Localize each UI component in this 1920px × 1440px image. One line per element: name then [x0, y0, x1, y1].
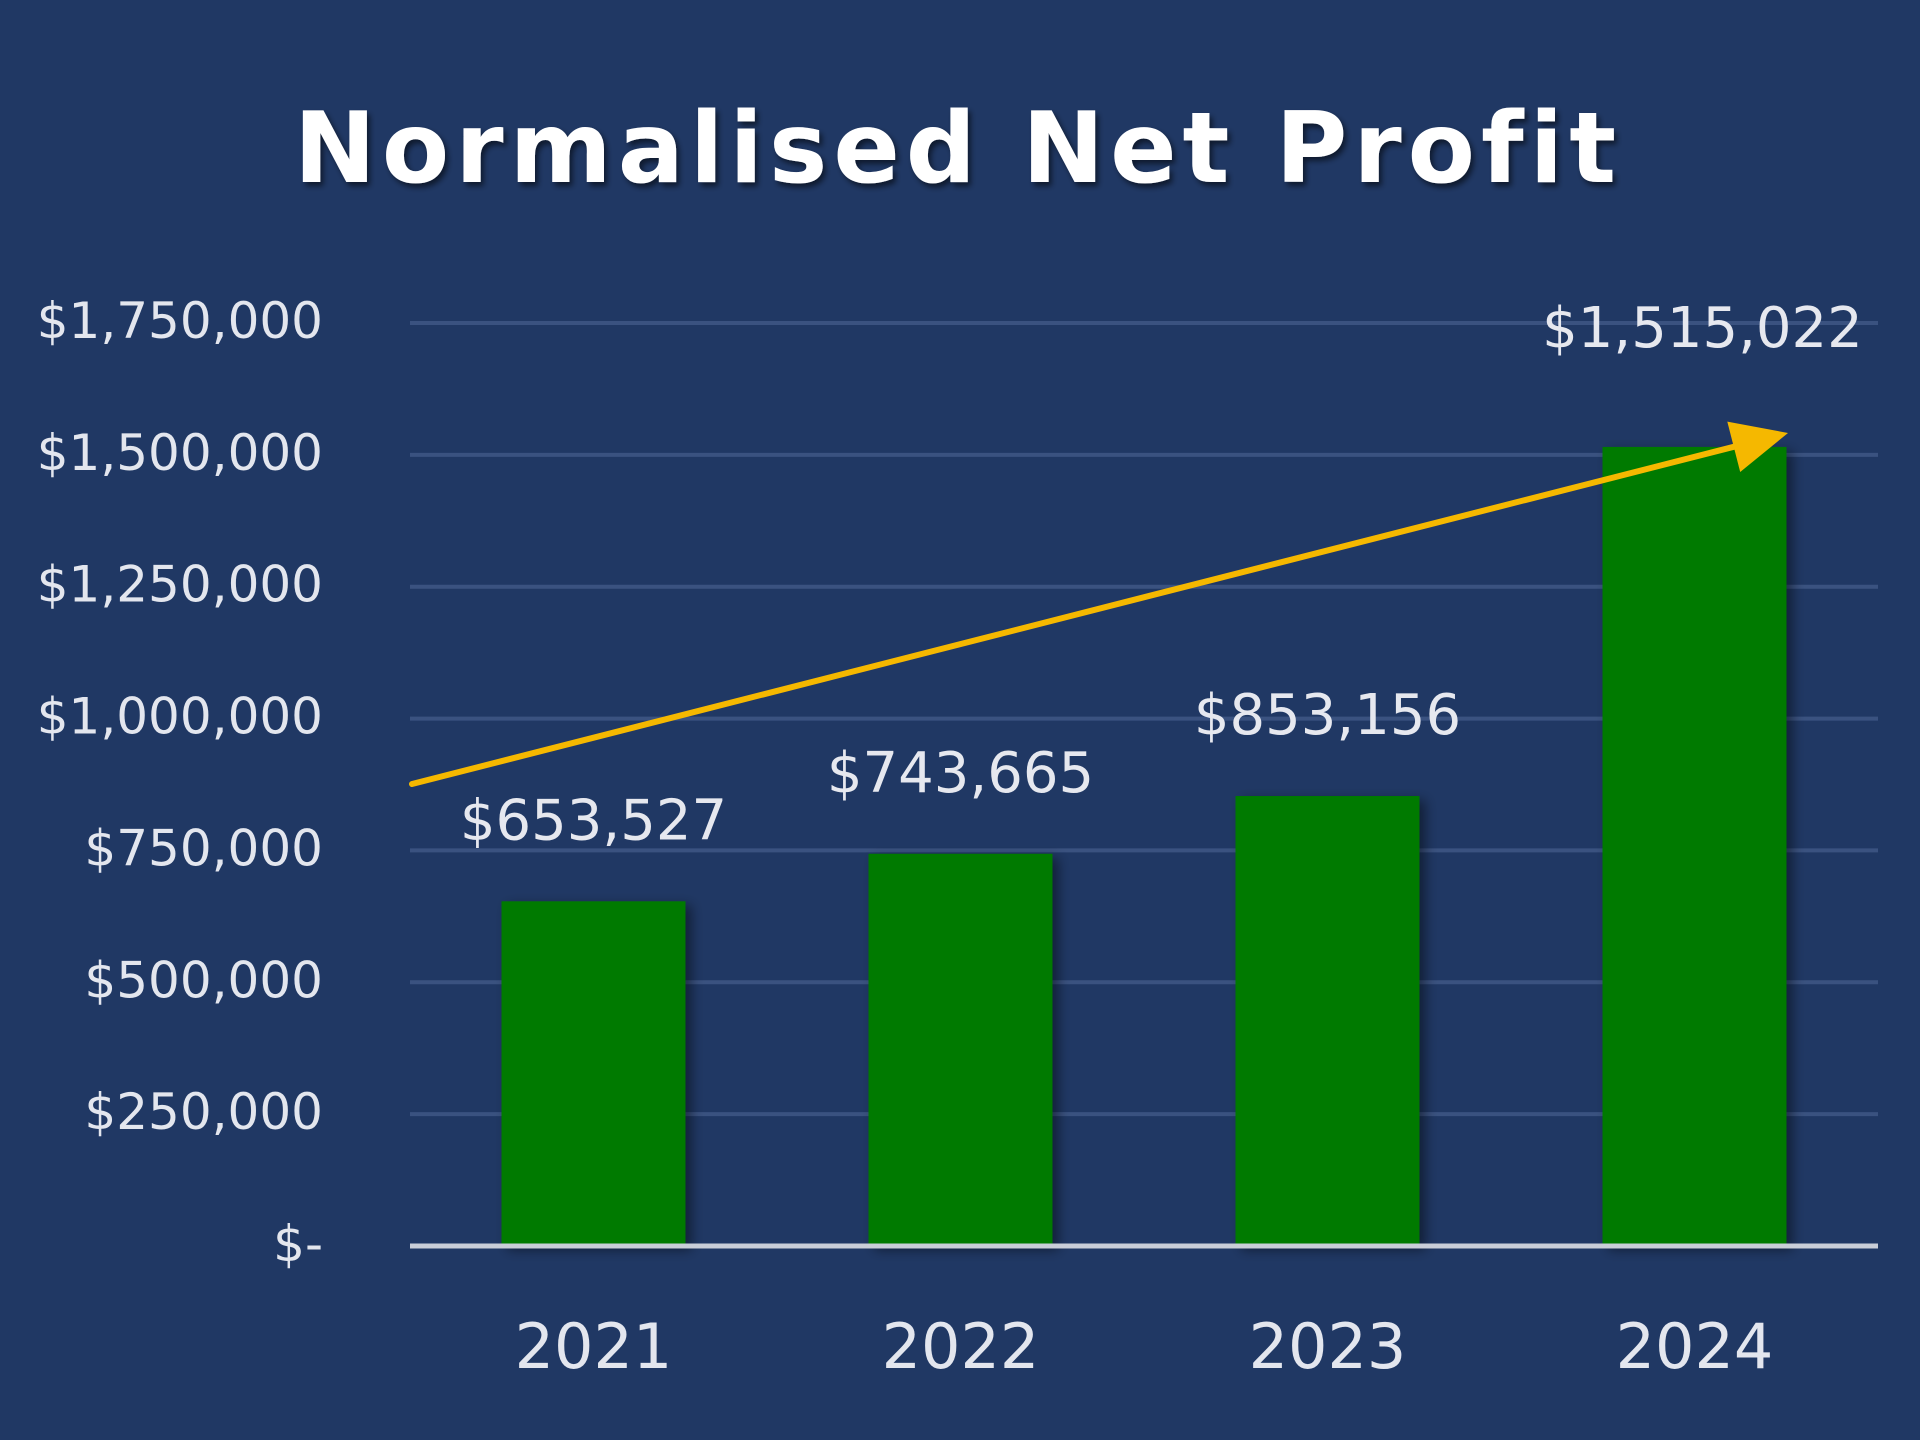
trend-arrow-line	[409, 443, 1737, 787]
x-tick-label: 2023	[1249, 1310, 1407, 1383]
bar	[868, 853, 1053, 1246]
y-tick-label: $1,000,000	[37, 688, 323, 746]
data-label: $1,515,022	[1542, 296, 1863, 361]
chart-title: Normalised Net Profit	[294, 92, 1622, 206]
x-tick-label: 2022	[882, 1310, 1040, 1383]
data-label: $853,156	[1194, 683, 1461, 748]
y-tick-label: $-	[273, 1215, 323, 1273]
data-label: $653,527	[460, 788, 727, 853]
y-axis-tick-labels: $- $250,000 $500,000 $750,000 $1,000,000 $1,2…	[37, 292, 323, 1273]
y-tick-label: $1,250,000	[37, 556, 323, 614]
y-tick-label: $1,750,000	[37, 292, 323, 350]
y-tick-label: $500,000	[84, 951, 323, 1009]
x-tick-label: 2024	[1616, 1310, 1774, 1383]
data-label: $743,665	[827, 741, 1094, 806]
y-tick-label: $250,000	[84, 1083, 323, 1141]
y-tick-label: $750,000	[84, 819, 323, 877]
bar	[1235, 796, 1420, 1246]
y-tick-label: $1,500,000	[37, 424, 323, 482]
bar	[1602, 446, 1787, 1247]
bar	[501, 901, 686, 1246]
trend-arrow-head	[1727, 421, 1788, 472]
x-tick-label: 2021	[515, 1310, 673, 1383]
data-labels: $653,527 $743,665 $853,156 $1,515,022	[460, 296, 1863, 853]
x-axis-tick-labels: 2021 2022 2023 2024	[515, 1310, 1774, 1383]
trend-arrow	[409, 421, 1788, 787]
bars	[501, 446, 1787, 1247]
